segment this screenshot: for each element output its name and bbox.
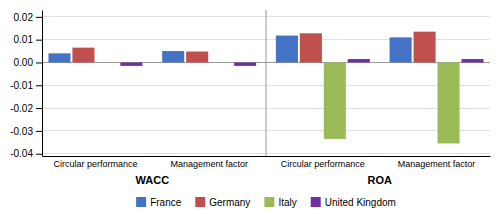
legend-swatch — [195, 197, 205, 207]
y-tick-mark — [36, 108, 42, 109]
x-axis-line — [43, 156, 491, 157]
y-tick-mark — [36, 17, 42, 18]
bar — [461, 59, 483, 62]
x-tick-label: Management factor — [398, 159, 476, 169]
bar — [48, 53, 70, 62]
y-tick: 0.02 — [14, 12, 42, 23]
y-tick-mark — [36, 85, 42, 86]
y-tick-label: 0.01 — [14, 34, 34, 45]
bar — [276, 36, 298, 63]
y-tick-label: -0.01 — [10, 80, 33, 91]
bar — [96, 62, 118, 63]
y-axis-line — [42, 11, 43, 157]
bar — [390, 37, 412, 62]
y-tick-label: -0.04 — [10, 148, 33, 159]
y-tick: -0.01 — [10, 80, 42, 91]
y-tick-mark — [36, 131, 42, 132]
y-tick-label: 0.00 — [14, 57, 34, 68]
bar — [438, 62, 460, 143]
y-tick-label: -0.03 — [10, 126, 33, 137]
plot: -0.04 -0.03 -0.02 -0.01 0.00 0.01 0.02 Circular… — [10, 10, 490, 186]
panel-label: ROA — [367, 174, 392, 186]
bar — [120, 62, 142, 65]
bar — [186, 52, 208, 63]
legend-item: Germany — [195, 197, 250, 208]
panel-divider — [266, 10, 267, 156]
legend-label: United Kingdom — [325, 197, 396, 208]
y-tick-mark — [36, 62, 42, 63]
y-tick-mark — [36, 154, 42, 155]
legend: France Germany Italy United Kingdom — [136, 197, 396, 208]
legend-item: United Kingdom — [311, 197, 396, 208]
legend-swatch — [311, 197, 321, 207]
y-tick: 0.01 — [14, 34, 42, 45]
x-tick-label: Circular performance — [281, 159, 365, 169]
bar — [324, 62, 346, 138]
y-tick: -0.03 — [10, 126, 42, 137]
chart: -0.04 -0.03 -0.02 -0.01 0.00 0.01 0.02 Circular… — [0, 0, 500, 214]
y-tick-label: 0.02 — [14, 12, 34, 23]
bars — [48, 32, 483, 144]
x-tick: Management factor — [170, 156, 248, 169]
legend-label: Italy — [278, 197, 296, 208]
x-tick: Circular performance — [281, 156, 365, 169]
legend-item: Italy — [264, 197, 296, 208]
y-tick-label: -0.02 — [10, 103, 33, 114]
y-tick: -0.02 — [10, 103, 42, 114]
bar — [72, 48, 94, 63]
legend-label: Germany — [209, 197, 250, 208]
y-axis: -0.04 -0.03 -0.02 -0.01 0.00 0.01 0.02 — [10, 11, 42, 160]
bar — [348, 59, 370, 62]
y-tick: -0.04 — [10, 148, 42, 159]
panel-label: WACC — [135, 174, 169, 186]
x-tick: Circular performance — [53, 156, 137, 169]
legend-item: France — [136, 197, 182, 208]
x-tick: Management factor — [398, 156, 476, 169]
legend-label: France — [150, 197, 182, 208]
y-tick: 0.00 — [14, 57, 42, 68]
bar — [414, 32, 436, 63]
bar — [234, 62, 256, 65]
bar — [210, 62, 232, 63]
bar — [300, 33, 322, 62]
bar — [162, 51, 184, 62]
y-tick-mark — [36, 40, 42, 41]
x-axis: Circular performance Management factor Cir… — [43, 156, 491, 169]
legend-swatch — [136, 197, 146, 207]
x-tick-label: Circular performance — [53, 159, 137, 169]
x-tick-label: Management factor — [170, 159, 248, 169]
legend-swatch — [264, 197, 274, 207]
